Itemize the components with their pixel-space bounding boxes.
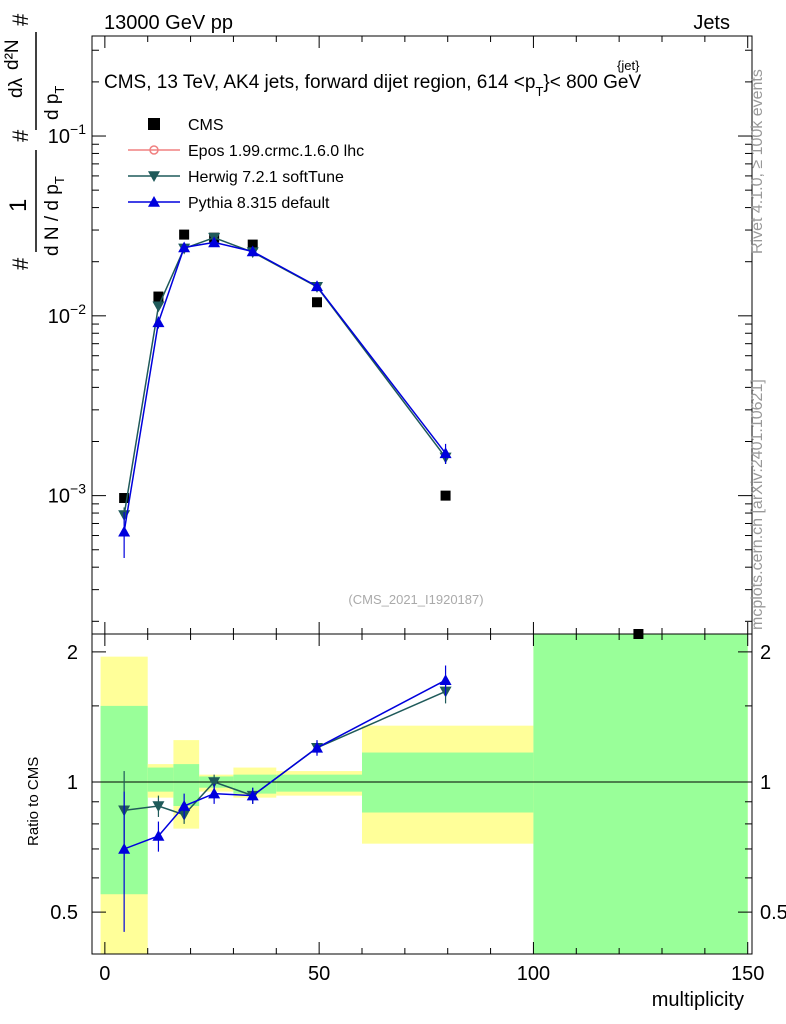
x-tick-label: 100 <box>517 963 550 985</box>
ylabel-d2n: d²N <box>2 39 23 70</box>
ratio-data-point <box>311 741 323 753</box>
mc-series-line <box>123 241 447 532</box>
mc-data-point <box>208 236 221 248</box>
ylabel-dpt: d pT <box>42 86 67 120</box>
legend-label: Herwig 7.2.1 softTune <box>188 169 344 186</box>
x-tick-label: 150 <box>731 963 764 985</box>
y-tick-label: 10−3 <box>48 481 86 508</box>
ratio-band-inner <box>147 767 174 792</box>
legend-label: Epos 1.99.crmc.1.6.0 lhc <box>188 143 364 160</box>
plot-title-superscript: {jet} <box>617 58 640 73</box>
cms-data-point <box>179 229 190 240</box>
cms-data-point <box>247 239 258 250</box>
ylabel-hash-2: # <box>8 129 33 142</box>
ratio-y-tick-label: 0.5 <box>50 902 78 924</box>
ratio-data-point <box>178 799 191 811</box>
legend-label: Pythia 8.315 default <box>188 195 330 212</box>
ratio-y-tick-label-right: 0.5 <box>760 902 786 924</box>
cms-data-point <box>633 629 644 639</box>
mcplots-label: mcplots.cern.ch [arXiv:2401.10621] <box>749 379 766 630</box>
ratio-band-inner <box>173 764 200 806</box>
ratio-y-tick-label-right: 2 <box>760 642 771 664</box>
cms-data-point <box>312 297 322 308</box>
category-label: Jets <box>693 12 730 34</box>
ratio-plot-frame <box>91 633 753 955</box>
ratio-band-inner <box>233 774 277 794</box>
main-y-axis-label: # 1 d N / d pT # d²N dλ d pT # <box>2 13 67 270</box>
ylabel-dn-dpt: d N / d pT <box>42 176 67 256</box>
mc-data-point <box>152 301 165 313</box>
ratio-y-tick-label: 1 <box>67 772 78 794</box>
cms-data-point <box>119 493 130 504</box>
ratio-y-tick-label: 2 <box>67 642 78 664</box>
y-tick-label: 10−2 <box>48 301 86 328</box>
collision-label: 13000 GeV pp <box>104 12 233 34</box>
legend-label: CMS <box>188 117 224 134</box>
ylabel-one: 1 <box>5 199 32 212</box>
mc-data-point <box>178 241 191 253</box>
legend-marker <box>148 196 160 207</box>
ylabel-hash-1: # <box>8 257 33 270</box>
x-tick-label: 50 <box>308 963 330 985</box>
x-tick-label: 0 <box>99 963 110 985</box>
mc-data-point <box>246 245 259 257</box>
mc-data-point <box>118 525 131 537</box>
ylabel-hash-3: # <box>8 13 33 26</box>
plot-title: CMS, 13 TeV, AK4 jets, forward dijet reg… <box>104 72 641 99</box>
ylabel-dlambda: dλ <box>6 77 27 98</box>
rivet-version-label: Rivet 4.1.0, ≥ 100k events <box>749 69 766 254</box>
ratio-data-point <box>208 777 221 789</box>
ratio-band-inner <box>533 634 748 954</box>
mc-data-point <box>439 447 452 459</box>
mc-series-line <box>123 236 447 516</box>
ratio-band-inner <box>276 774 362 792</box>
ratio-data-point <box>246 789 259 801</box>
mc-data-point <box>311 280 323 292</box>
ratio-y-axis-label: Ratio to CMS <box>25 757 42 846</box>
ratio-band-inner <box>362 752 534 813</box>
ratio-data-point <box>118 842 131 854</box>
ratio-data-point <box>152 801 165 812</box>
x-axis-label: multiplicity <box>652 989 744 1011</box>
mc-data-point <box>152 316 165 328</box>
ratio-y-tick-label-right: 1 <box>760 772 771 794</box>
ratio-data-point <box>208 787 221 799</box>
cms-data-point <box>153 291 164 302</box>
legend-marker <box>148 118 160 130</box>
ratio-data-point <box>439 674 452 686</box>
analysis-watermark: (CMS_2021_I1920187) <box>348 592 483 607</box>
cms-data-point <box>440 490 451 501</box>
legend-marker <box>149 145 159 155</box>
legend-marker <box>148 171 160 182</box>
ratio-data-point <box>152 830 165 841</box>
y-tick-label: 10−1 <box>48 121 86 148</box>
